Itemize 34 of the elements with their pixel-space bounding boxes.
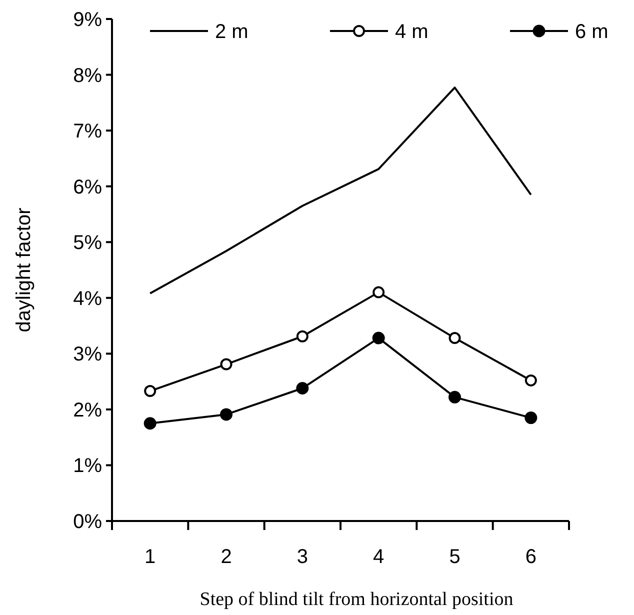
y-axis-title: daylight factor xyxy=(13,207,35,332)
x-tick-label: 2 xyxy=(220,546,232,568)
point xyxy=(144,385,156,398)
x-tick-label: 5 xyxy=(449,546,460,568)
point xyxy=(220,408,232,421)
point xyxy=(296,330,308,342)
legend-label: 4 m xyxy=(395,21,428,43)
point xyxy=(220,358,232,370)
legend-label: 6 m xyxy=(575,21,608,43)
y-tick-label: 3% xyxy=(73,344,102,366)
point xyxy=(448,390,461,404)
x-axis-title: Step of blind tilt from horizontal position xyxy=(200,589,514,610)
point xyxy=(524,412,538,424)
y-tick-label: 5% xyxy=(73,232,102,254)
line-series xyxy=(149,86,532,294)
point xyxy=(448,332,461,344)
point xyxy=(372,332,385,344)
y-tick-label: 8% xyxy=(73,64,102,87)
x-tick-label: 1 xyxy=(144,546,156,568)
y-tick-label: 7% xyxy=(73,120,102,143)
point xyxy=(372,286,385,298)
point xyxy=(144,417,156,430)
x-tick-label: 6 xyxy=(525,546,536,568)
y-tick-label: 4% xyxy=(73,288,102,310)
y-tick-label: 2% xyxy=(73,399,102,422)
y-tick-label: 9% xyxy=(73,9,102,31)
point xyxy=(296,382,309,394)
point xyxy=(524,374,537,386)
x-tick-label: 3 xyxy=(296,546,308,568)
legend-label: 2 m xyxy=(215,21,248,43)
y-tick-label: 6% xyxy=(73,176,102,198)
y-tick-label: 1% xyxy=(73,455,102,478)
x-tick-label: 4 xyxy=(373,546,384,568)
y-tick-label: 0% xyxy=(73,511,102,533)
